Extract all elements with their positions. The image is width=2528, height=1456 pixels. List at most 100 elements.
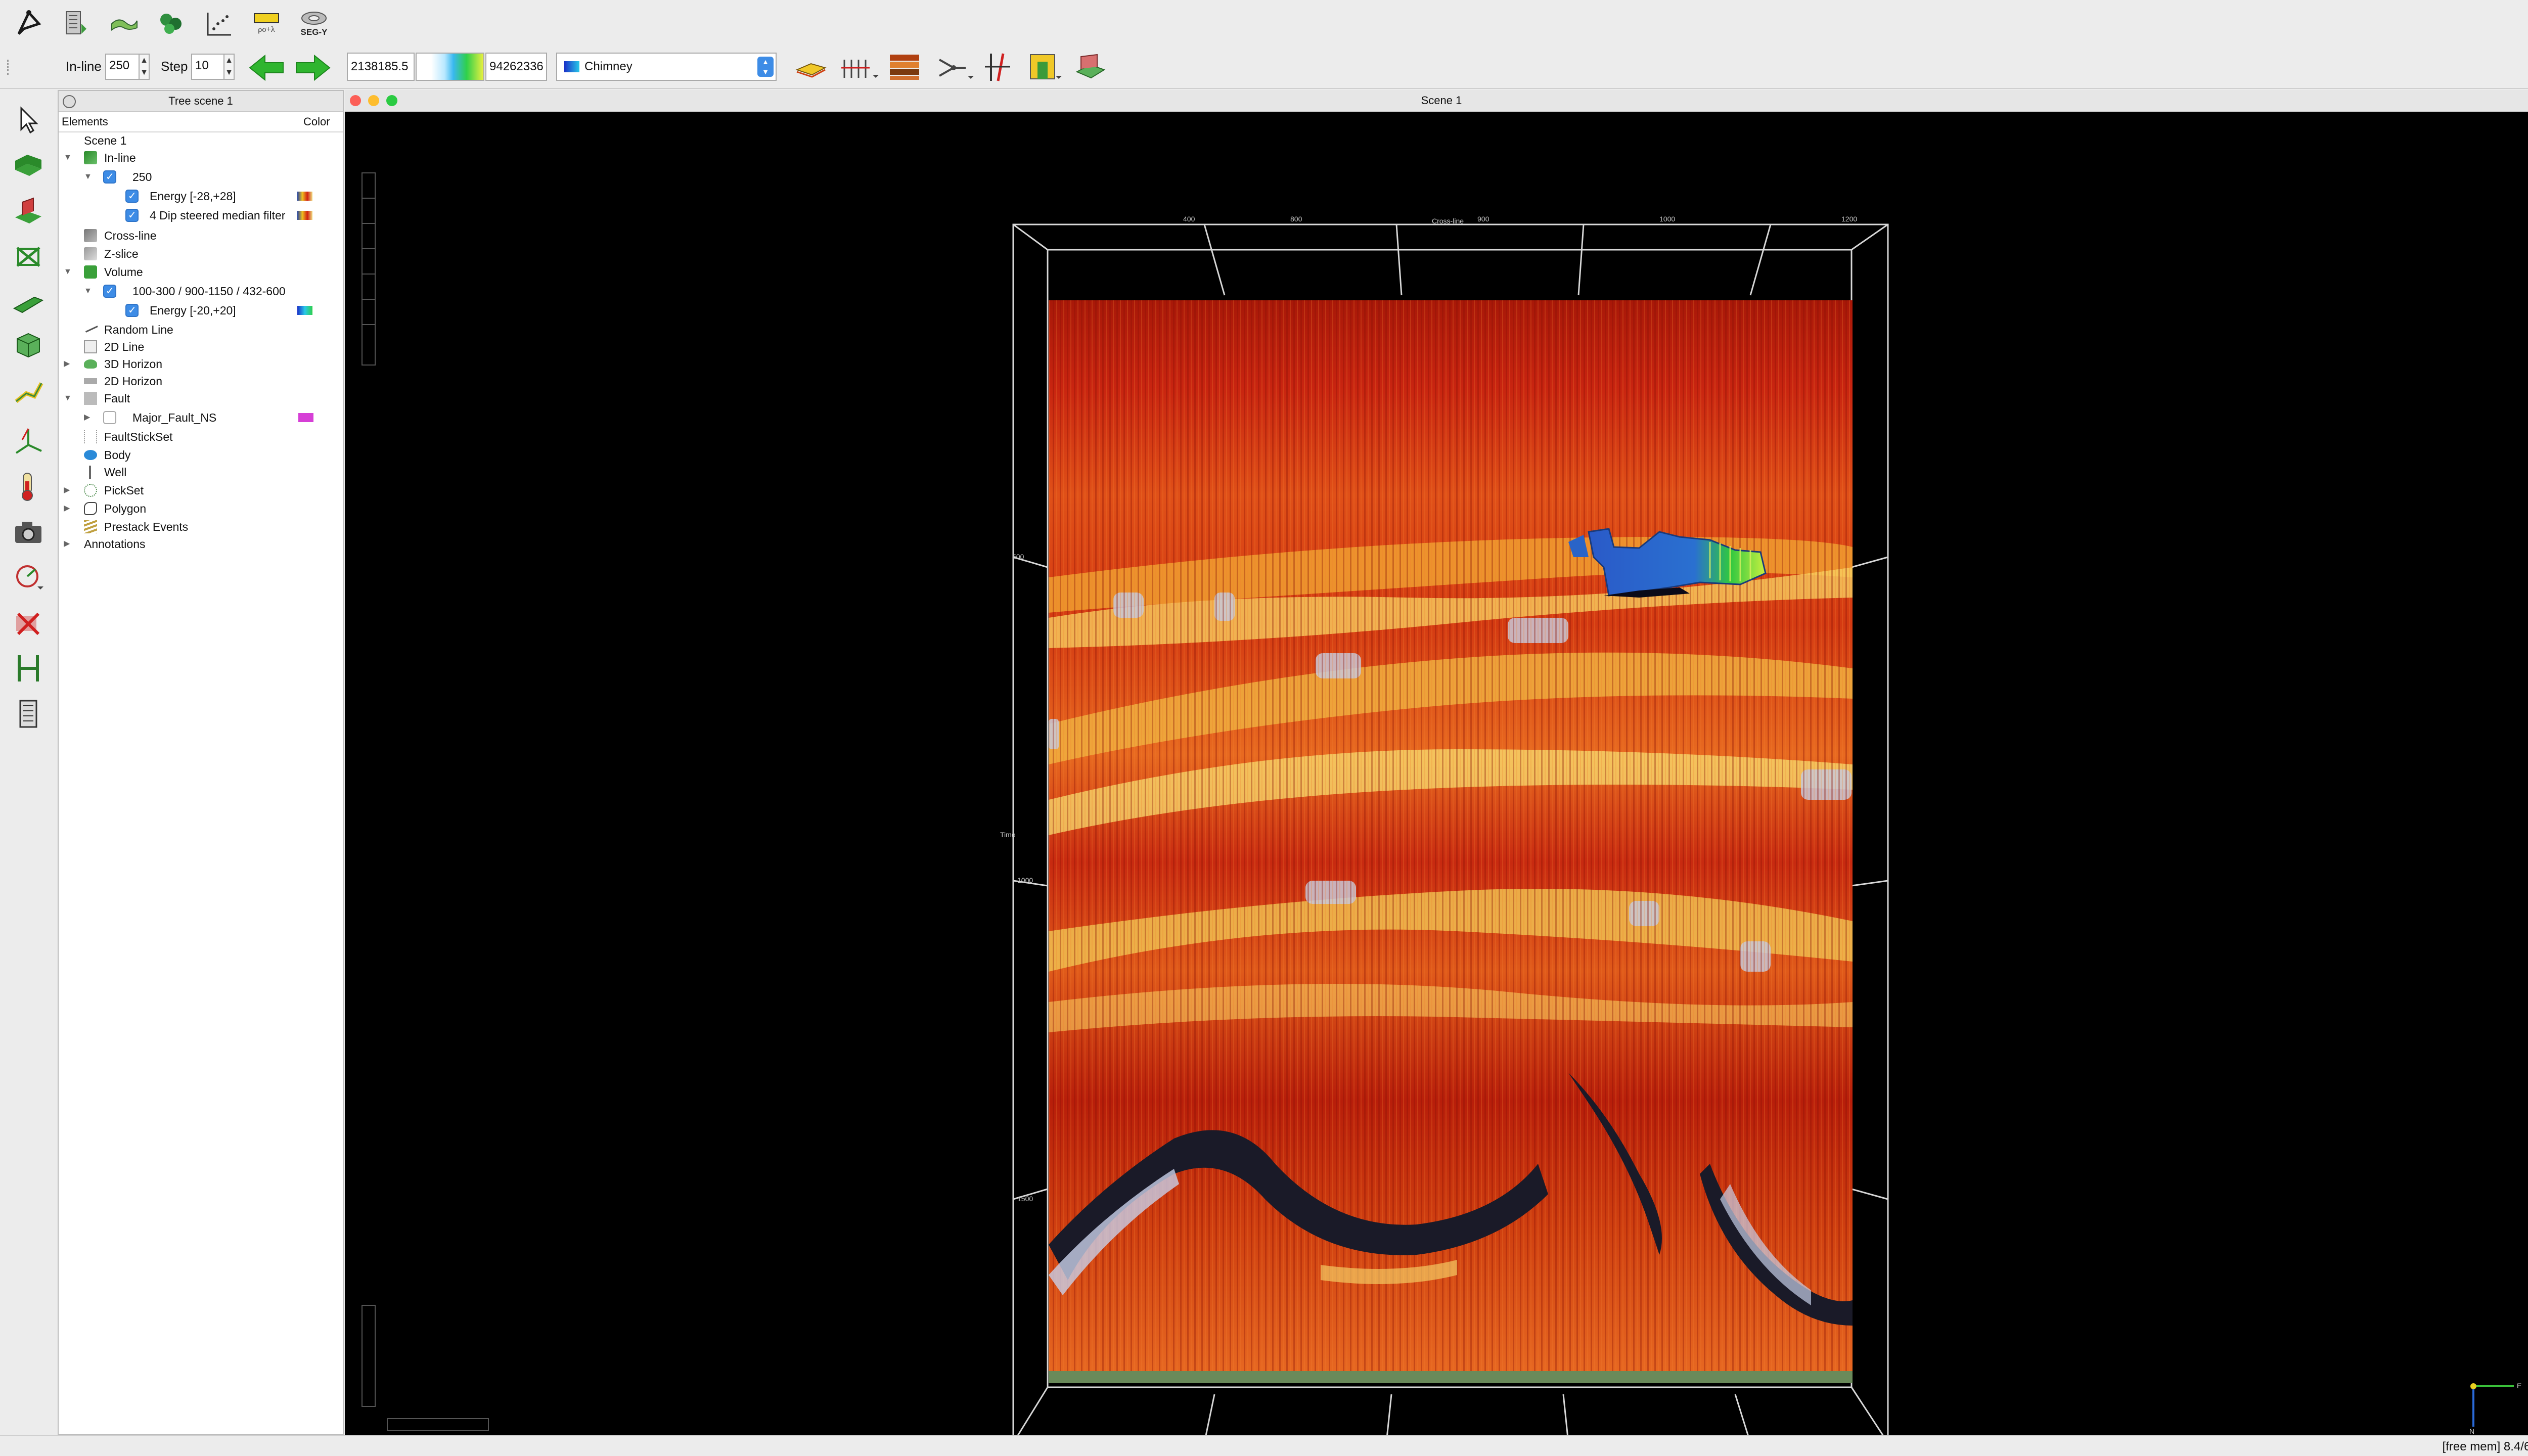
stratigraphy-icon[interactable] [887,52,922,82]
crossplot-icon[interactable] [200,5,238,42]
expand-arrow-icon[interactable]: ▶ [64,539,70,548]
volume-icon [84,265,97,279]
range-min-field[interactable]: 2138185.5 [347,53,415,81]
expand-arrow-icon[interactable]: ▼ [64,267,72,276]
color-swatch[interactable] [298,413,313,422]
panel-close-icon[interactable] [63,95,76,108]
checkbox[interactable] [103,282,116,300]
fault-tool-icon[interactable] [983,52,1013,83]
expand-arrow-icon[interactable]: ▼ [64,394,72,402]
inline-display-icon[interactable] [9,147,48,185]
next-arrow-icon[interactable] [293,53,332,83]
pickset-tree-icon [84,484,97,497]
tree-item-pickset[interactable]: ▶ PickSet [64,481,337,499]
expand-arrow-icon[interactable]: ▼ [64,153,72,162]
checkbox[interactable] [125,187,139,205]
color-swatch[interactable] [297,306,312,315]
well-tie-icon[interactable] [1027,52,1063,83]
remove-icon[interactable] [9,604,48,642]
toolbar-grip[interactable] [7,60,13,75]
range-max-field[interactable]: 94262336 [485,53,547,81]
segy-icon[interactable]: SEG-Y [295,5,333,42]
log-icon[interactable] [9,695,48,733]
tree-label: Annotations [84,537,146,551]
tree-title-text: Tree scene 1 [168,95,233,107]
tree-panel-title: Tree scene 1 [59,91,343,112]
view-direction-icon[interactable] [9,558,48,597]
tree-item-volume[interactable]: ▼ Volume [64,263,337,281]
tree-item-major-fault[interactable]: ▶ Major_Fault_NS [84,408,337,427]
tree-item-annotations[interactable]: ▶ Annotations [64,535,337,553]
tracking-icon[interactable] [935,53,976,83]
tree-item-energy-inline[interactable]: Energy [-28,+28] [125,187,338,205]
tree-label: Energy [-28,+28] [150,190,236,203]
step-spinbox[interactable]: 10 [191,54,224,80]
expand-arrow-icon[interactable]: ▶ [64,486,70,494]
scene-viewer[interactable]: Scene 1 [345,90,2528,1435]
tree-item-dip-filter[interactable]: 4 Dip steered median filter [125,206,338,224]
close-window-icon[interactable] [350,95,361,106]
axis-display-icon[interactable] [9,422,48,460]
tree-item-fault[interactable]: ▼ Fault [64,389,337,407]
crossline-display-icon[interactable] [9,192,48,231]
tree-item-inline[interactable]: ▼ In-line [64,149,337,167]
expand-arrow-icon[interactable]: ▶ [64,359,70,368]
tree-item-volume-range[interactable]: ▼ 100-300 / 900-1150 / 432-600 [84,282,337,300]
checkbox[interactable] [103,168,116,186]
camera-icon[interactable] [9,513,48,551]
expand-arrow-icon[interactable]: ▶ [64,504,70,513]
random-line-icon[interactable] [9,373,48,412]
expand-arrow-icon[interactable]: ▶ [84,413,91,422]
horizon-display-icon[interactable] [794,55,829,81]
tree-item-inline-250[interactable]: ▼ 250 [84,168,337,186]
chimney-volume-body[interactable] [1568,528,1767,598]
tree-label: Scene 1 [84,134,127,147]
export-icon[interactable] [1074,52,1107,83]
maximize-window-icon[interactable] [386,95,397,106]
tree-label: Random Line [104,323,173,336]
seismic-scene[interactable]: 400 800 Cross-line 900 1000 1200 500 Tim… [345,112,2528,1435]
compass-e: E [2517,1382,2521,1390]
color-swatch[interactable] [297,192,312,201]
seismic-inline-section[interactable] [1049,300,1853,1383]
tree-item-energy-volume[interactable]: Energy [-20,+20] [125,301,338,320]
checkbox[interactable] [103,411,116,424]
inline-spinner-arrows[interactable]: ▲ ▼ [140,54,150,80]
inline-spinbox[interactable]: 250 [105,54,140,80]
tree-scene-root[interactable]: Scene 1 [84,131,126,150]
seismic-import-icon[interactable] [58,5,95,42]
color-swatch[interactable] [297,211,312,220]
select-icon[interactable] [10,5,48,42]
pickset-icon[interactable] [153,5,190,42]
step-spinner-arrows[interactable]: ▲ ▼ [224,54,235,80]
colorbar-swatch[interactable] [416,53,484,81]
well-track-icon[interactable] [9,649,48,688]
tree-label: Z-slice [104,247,139,260]
orientation-axes[interactable]: E N [2469,1382,2521,1435]
prestack-icon [84,520,97,533]
volume-cube-icon[interactable] [9,326,48,364]
horizon-import-icon[interactable] [105,5,143,42]
zslice-display-icon[interactable] [9,282,48,321]
checkbox[interactable] [125,301,139,320]
thermometer-icon[interactable] [9,467,48,506]
wiggle-display-icon[interactable] [839,55,880,81]
status-bar: [free mem] 8.4/63.7 GB [0,1435,2528,1456]
tree-label: 3D Horizon [104,357,163,371]
minimize-window-icon[interactable] [368,95,379,106]
pointer-icon[interactable] [9,101,48,140]
volume-box-icon[interactable] [9,238,48,276]
tree-item-3d-horizon[interactable]: ▶ 3D Horizon [64,355,337,373]
axis-top-label: Cross-line [1432,217,1464,225]
tree-item-polygon[interactable]: ▶ Polygon [64,499,337,518]
multi-attribute-icon[interactable]: ρσ+λ [248,5,285,42]
prev-arrow-icon[interactable] [248,53,286,83]
expand-arrow-icon[interactable]: ▼ [84,172,92,181]
col-elements[interactable]: Elements [62,115,108,128]
col-color[interactable]: Color [303,115,330,128]
colortable-select[interactable]: Chimney ▲ ▼ [556,53,777,81]
polygon-icon [84,502,97,515]
checkbox[interactable] [125,206,139,224]
expand-arrow-icon[interactable]: ▼ [84,287,92,295]
